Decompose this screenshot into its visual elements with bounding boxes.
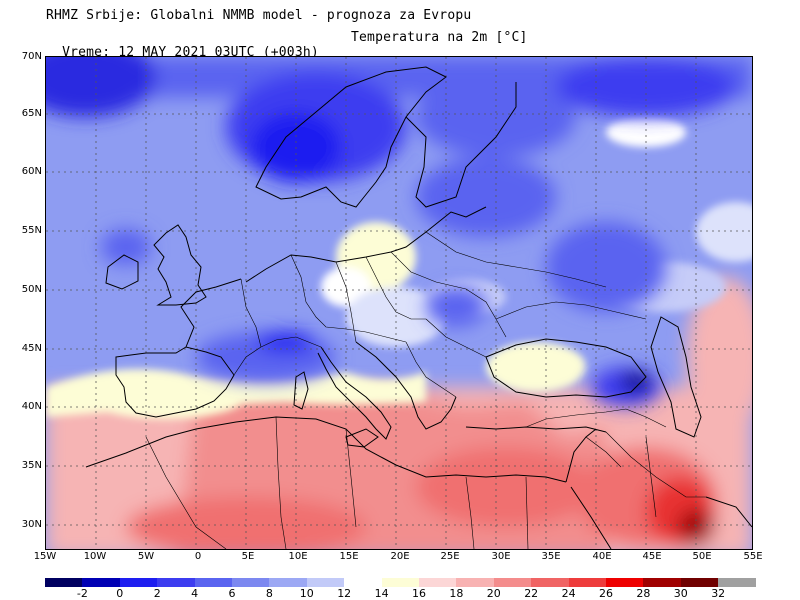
colorbar-swatch: [381, 578, 420, 587]
lon-label-10e: 10E: [288, 551, 308, 562]
colorbar-swatch: [680, 578, 719, 587]
lat-label-40n: 40N: [21, 401, 42, 412]
colorbar-label: 24: [561, 587, 576, 600]
coastlines: [85, 66, 752, 549]
lon-label-50e: 50E: [692, 551, 712, 562]
colorbar-swatch: [269, 578, 308, 587]
lon-label-10w: 10W: [83, 551, 107, 562]
colorbar-swatch: [119, 578, 158, 587]
colorbar-swatch: [718, 578, 757, 587]
colorbar-label: 0: [116, 587, 124, 600]
colorbar-label: 10: [299, 587, 314, 600]
colorbar-swatch: [456, 578, 495, 587]
lat-label-45n: 45N: [21, 343, 42, 354]
lon-label-30e: 30E: [491, 551, 511, 562]
lon-label-40e: 40E: [592, 551, 612, 562]
colorbar-label: 6: [228, 587, 236, 600]
lon-label-55e: 55E: [743, 551, 763, 562]
lat-label-50n: 50N: [21, 284, 42, 295]
colorbar-swatch: [344, 578, 383, 587]
colorbar-label: 12: [337, 587, 352, 600]
colorbar-label: 2: [153, 587, 161, 600]
colorbar-label: 26: [599, 587, 613, 600]
lon-label-5e: 5E: [241, 551, 255, 562]
colorbar-label: 20: [486, 587, 501, 600]
pale-band: [46, 117, 752, 419]
lon-label-25e: 25E: [440, 551, 460, 562]
lon-label-0: 0: [194, 551, 202, 562]
lon-label-15e: 15E: [339, 551, 359, 562]
colorbar-label: 14: [374, 587, 389, 600]
lon-label-5w: 5W: [137, 551, 155, 562]
temperature-map: [45, 56, 753, 550]
quantity-label: Temperatura na 2m [°C]: [351, 30, 528, 45]
colorbar-label: 4: [191, 587, 199, 600]
lon-label-20e: 20E: [390, 551, 410, 562]
colorbar-label: 16: [412, 587, 426, 600]
colorbar-swatch: [568, 578, 607, 587]
colorbar-swatch: [306, 578, 345, 587]
colorbar-swatch: [194, 578, 233, 587]
colorbar-swatch: [606, 578, 644, 587]
lon-label-45e: 45E: [642, 551, 662, 562]
colorbar-label: 22: [524, 587, 539, 600]
colorbar-swatch: [157, 578, 196, 587]
colorbar-swatch: [419, 578, 457, 587]
colorbar-label: 30: [673, 587, 688, 600]
lon-label-35e: 35E: [541, 551, 561, 562]
colorbar-swatch: [82, 578, 121, 587]
lat-label-60n: 60N: [21, 166, 42, 177]
lat-label-65n: 65N: [21, 108, 42, 119]
map-title: RHMZ Srbije: Globalni NMMB model - progn…: [46, 8, 472, 23]
lat-label-35n: 35N: [21, 460, 42, 471]
lat-label-30n: 30N: [21, 519, 42, 530]
colorbar-label: 18: [449, 587, 464, 600]
colorbar-label: 8: [265, 587, 273, 600]
lat-label-55n: 55N: [21, 225, 42, 236]
colorbar-swatch: [531, 578, 570, 587]
temperature-field: [46, 57, 752, 549]
lon-label-15w: 15W: [33, 551, 57, 562]
borders: [145, 231, 706, 549]
colorbar-label: 32: [711, 587, 726, 600]
colorbar-swatch: [643, 578, 682, 587]
lat-label-70n: 70N: [21, 51, 42, 62]
colorbar-swatch: [232, 578, 270, 587]
colorbar-label: -2: [76, 587, 88, 600]
colorbar-label: 28: [636, 587, 651, 600]
colorbar-swatch: [45, 578, 83, 587]
colorbar-swatch: [493, 578, 532, 587]
